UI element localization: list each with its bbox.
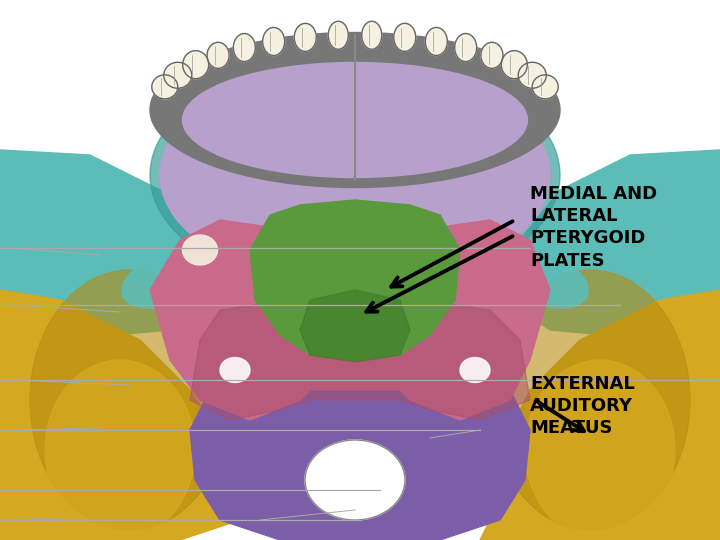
Polygon shape bbox=[480, 290, 720, 540]
Polygon shape bbox=[150, 220, 550, 420]
Ellipse shape bbox=[207, 42, 229, 69]
Text: MEDIAL AND
LATERAL
PTERYGOID
PLATES: MEDIAL AND LATERAL PTERYGOID PLATES bbox=[530, 185, 657, 269]
Ellipse shape bbox=[30, 270, 230, 530]
Ellipse shape bbox=[45, 360, 195, 540]
Ellipse shape bbox=[490, 270, 690, 530]
Ellipse shape bbox=[481, 42, 503, 69]
Polygon shape bbox=[300, 290, 410, 362]
Polygon shape bbox=[500, 150, 720, 340]
Ellipse shape bbox=[502, 252, 588, 308]
Ellipse shape bbox=[220, 357, 250, 382]
Ellipse shape bbox=[122, 252, 208, 308]
Ellipse shape bbox=[233, 33, 256, 62]
Ellipse shape bbox=[183, 51, 209, 79]
Ellipse shape bbox=[394, 23, 415, 51]
Ellipse shape bbox=[150, 57, 560, 293]
Ellipse shape bbox=[518, 62, 546, 88]
Polygon shape bbox=[250, 200, 460, 360]
Ellipse shape bbox=[163, 68, 547, 282]
Polygon shape bbox=[0, 290, 240, 540]
Ellipse shape bbox=[263, 28, 284, 56]
Ellipse shape bbox=[501, 51, 527, 79]
Ellipse shape bbox=[460, 357, 490, 382]
Ellipse shape bbox=[294, 23, 316, 51]
Polygon shape bbox=[190, 295, 530, 420]
Ellipse shape bbox=[426, 28, 447, 56]
Polygon shape bbox=[190, 363, 530, 540]
Ellipse shape bbox=[305, 440, 405, 520]
Ellipse shape bbox=[152, 75, 178, 99]
Ellipse shape bbox=[532, 75, 558, 99]
Ellipse shape bbox=[160, 65, 550, 285]
Ellipse shape bbox=[182, 63, 528, 178]
Ellipse shape bbox=[163, 62, 192, 88]
Ellipse shape bbox=[454, 33, 477, 62]
Ellipse shape bbox=[182, 235, 217, 265]
Polygon shape bbox=[0, 150, 220, 340]
Ellipse shape bbox=[150, 32, 560, 187]
Ellipse shape bbox=[525, 360, 675, 540]
Ellipse shape bbox=[361, 21, 382, 49]
Ellipse shape bbox=[328, 21, 348, 49]
Text: EXTERNAL
AUDITORY
MEATUS: EXTERNAL AUDITORY MEATUS bbox=[530, 375, 635, 437]
